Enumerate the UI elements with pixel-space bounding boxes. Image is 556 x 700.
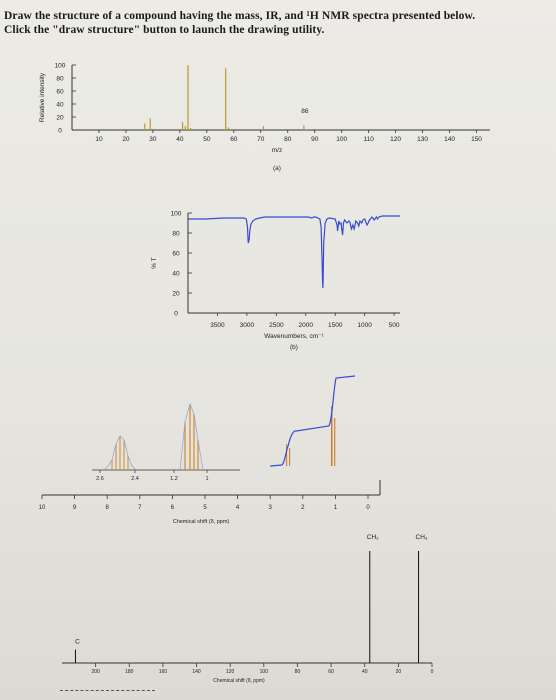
mass-x-tick-label: 70 (257, 136, 265, 143)
h1-x-tick-label: 1 (334, 505, 338, 511)
mass-x-tick-label: 100 (336, 136, 347, 143)
h1-x-tick-label: 2 (301, 505, 305, 511)
mass-peak-bar (184, 126, 186, 130)
h1-inset-quartet-envelope (103, 435, 137, 471)
c13-x-tick-label: 40 (362, 669, 368, 675)
mass-x-tick-label: 50 (203, 136, 211, 143)
c13-peak-label: C (75, 639, 80, 646)
h1-x-tick-label: 6 (171, 505, 175, 511)
mass-caption: (a) (273, 165, 281, 172)
ir-x-tick-label: 1500 (328, 322, 343, 329)
ir-x-tick-label: 500 (389, 322, 400, 329)
h1-x-tick-label: 0 (366, 505, 370, 511)
instruction-line-2: Click the "draw structure" button to lau… (4, 24, 325, 36)
ir-y-tick-label: 40 (172, 271, 180, 278)
mass-x-tick-label: 80 (284, 136, 292, 143)
mass-peak-bar (262, 126, 265, 130)
mass-peak-bar (306, 129, 308, 130)
mass-x-tick-label: 150 (471, 136, 482, 143)
h1-inset-triplet-envelope (179, 402, 204, 471)
c13-x-tick-label: 120 (226, 669, 235, 675)
ir-x-label: Wavenumbers, cm⁻¹ (264, 333, 324, 340)
h1-x-tick-label: 9 (73, 505, 77, 511)
mass-y-tick-label: 60 (56, 89, 64, 96)
mass-y-tick-label: 0 (58, 128, 62, 135)
ir-x-tick-label: 3500 (210, 322, 225, 329)
h1-integral-line (270, 375, 356, 467)
mass-peak-bar (144, 123, 146, 130)
h1-x-tick-label: 7 (138, 505, 142, 511)
ir-x-tick-label: 1000 (357, 322, 372, 329)
c13-x-tick-label: 140 (192, 669, 201, 675)
instruction-line-1: Draw the structure of a compound having … (4, 10, 476, 22)
h1-inset-tick-label: 1.2 (170, 476, 178, 482)
mass-y-label: Relative intensity (39, 72, 46, 122)
c13-x-label: Chemical shift (δ, ppm) (213, 678, 265, 684)
mass-y-tick-label: 20 (56, 115, 64, 122)
h1-x-tick-label: 5 (203, 505, 207, 511)
h1-x-tick-label: 8 (106, 505, 110, 511)
c13-peak-label: CH₃ (416, 534, 428, 541)
h1-x-tick-label: 4 (236, 505, 240, 511)
mass-peak-bar (227, 127, 230, 130)
mass-peak-bar (190, 128, 192, 130)
c13-x-tick-label: 160 (159, 669, 168, 675)
mass-y-tick-label: 80 (56, 76, 64, 83)
c13-peak-label: CH₂ (367, 534, 379, 541)
c13-x-tick-label: 200 (91, 669, 100, 675)
h1-x-label: Chemical shift (δ, ppm) (173, 519, 230, 525)
h1-x-tick-label: 10 (39, 505, 46, 511)
ir-transmittance-line (188, 215, 400, 289)
mass-x-tick-label: 40 (176, 136, 184, 143)
h1-inset-tick-label: 1 (205, 476, 208, 482)
c13-x-tick-label: 60 (328, 669, 334, 675)
ir-caption: (b) (290, 344, 298, 351)
mass-x-label: m/z (272, 147, 282, 154)
mass-peak-bar (181, 122, 184, 130)
mass-x-tick-label: 90 (311, 136, 319, 143)
c13-x-tick-label: 180 (125, 669, 134, 675)
h1-x-tick-label: 3 (269, 505, 273, 511)
h1-inset-tick-label: 2.6 (96, 476, 104, 482)
ir-x-tick-label: 2000 (299, 322, 314, 329)
mass-peak-bar (303, 125, 305, 130)
mass-peak-bar (149, 118, 151, 130)
mass-y-tick-label: 100 (55, 63, 66, 70)
mass-x-tick-label: 140 (444, 136, 455, 143)
mass-y-tick-label: 40 (56, 102, 64, 109)
ir-y-tick-label: 0 (174, 311, 178, 318)
dashed-line (60, 690, 155, 691)
h1-inset-tick-label: 2.4 (131, 476, 139, 482)
mass-x-tick-label: 130 (417, 136, 428, 143)
c13-x-tick-label: 0 (431, 669, 434, 675)
mass-x-tick-label: 10 (95, 136, 103, 143)
c13-x-tick-label: 20 (396, 669, 402, 675)
mass-peak-bar (187, 65, 189, 130)
ir-y-tick-label: 20 (172, 291, 180, 298)
ir-x-tick-label: 3000 (240, 322, 255, 329)
c13-x-tick-label: 100 (260, 669, 269, 675)
mass-x-tick-label: 30 (149, 136, 157, 143)
ir-y-tick-label: 80 (172, 231, 180, 238)
c13-x-tick-label: 80 (295, 669, 301, 675)
mass-annotation: 86 (301, 108, 309, 115)
mass-peak-bar (225, 68, 227, 130)
ir-y-tick-label: 100 (171, 211, 182, 218)
ir-x-tick-label: 2500 (269, 322, 284, 329)
mass-x-tick-label: 110 (363, 136, 374, 143)
ir-y-tick-label: 60 (172, 251, 180, 258)
mass-x-tick-label: 60 (230, 136, 238, 143)
ir-y-label: % T (151, 257, 158, 268)
mass-x-tick-label: 20 (122, 136, 130, 143)
mass-x-tick-label: 120 (390, 136, 401, 143)
